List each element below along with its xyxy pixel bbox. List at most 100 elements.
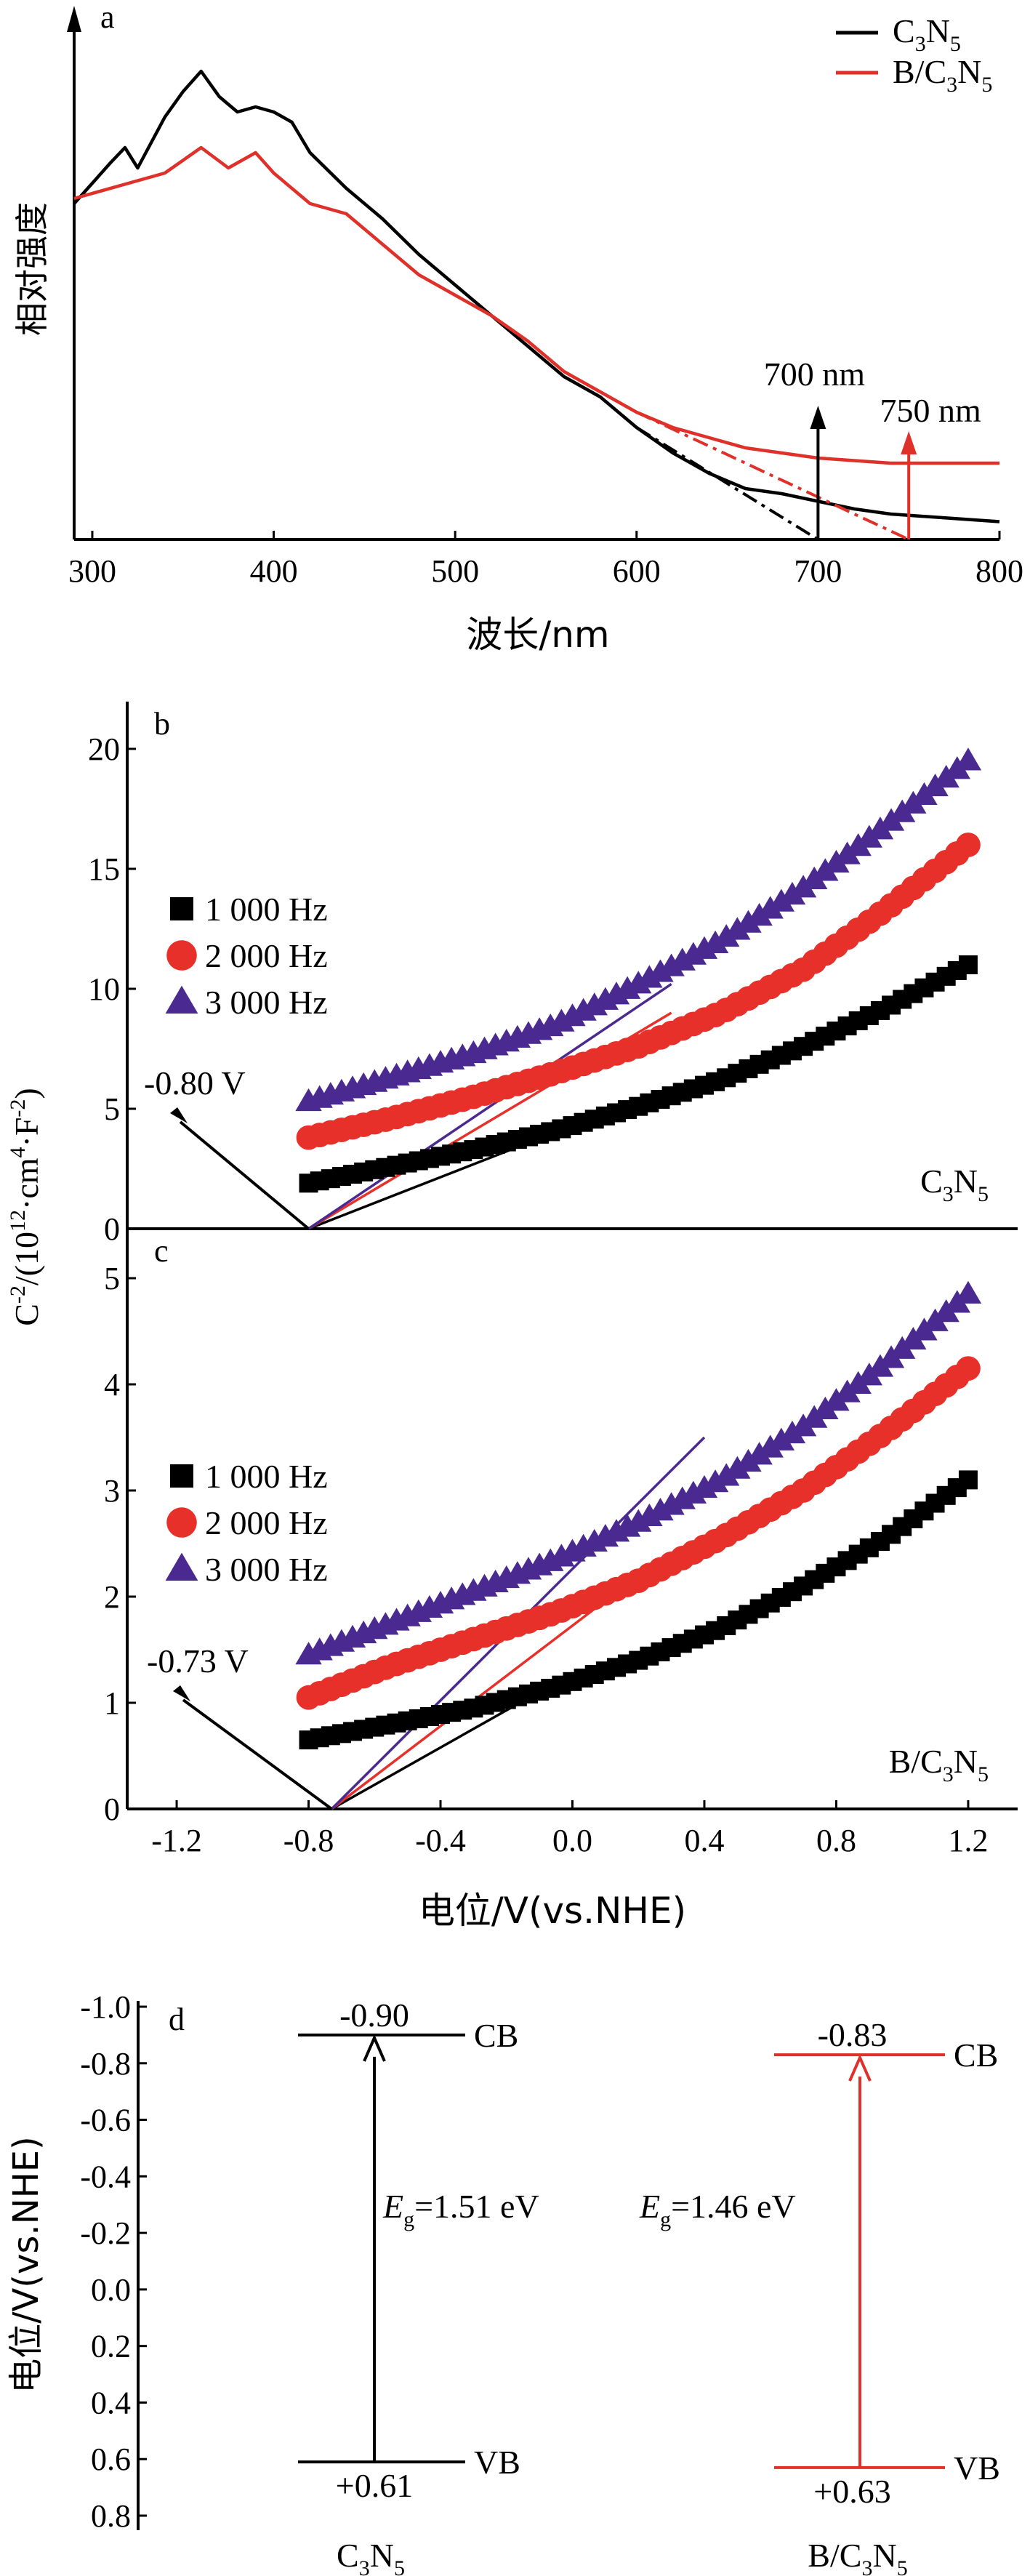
legend-label: 2 000 Hz bbox=[205, 937, 328, 974]
data-point bbox=[658, 953, 685, 976]
label-700nm: 700 nm bbox=[764, 356, 866, 393]
data-point bbox=[669, 947, 696, 971]
data-point bbox=[768, 1427, 795, 1450]
legend-label: 2 000 Hz bbox=[205, 1504, 328, 1541]
panel-c-y-ticks: 0 1 2 3 4 5 bbox=[104, 1261, 136, 1827]
panel-a-ylabel: 相对强度 bbox=[12, 202, 52, 336]
panel-c-mott-schottky: c 0 1 2 3 4 5 -1.2 -0.8 -0.4 0.0 0.4 0.8 1.2 1 000 … bbox=[104, 1229, 1018, 1932]
label-750nm: 750 nm bbox=[880, 392, 982, 429]
cb-value: -0.90 bbox=[339, 1997, 409, 2034]
series-line bbox=[73, 69, 1000, 523]
panel-b-y-ticks: 0 5 10 15 20 bbox=[88, 731, 136, 1247]
y-tick-label: 0.8 bbox=[91, 2498, 131, 2534]
y-tick-label: 10 bbox=[88, 971, 120, 1007]
panel-c-letter: c bbox=[154, 1233, 169, 1269]
legend-label: 3 000 Hz bbox=[205, 984, 328, 1021]
y-tick-label: 0.6 bbox=[91, 2441, 131, 2477]
cb-label: CB bbox=[474, 2017, 518, 2054]
panel-a-spectrum: a 相对强度 波长/nm 300 400 500 600 700 800 700 nm 75… bbox=[12, 0, 1023, 656]
tangent-line-c3n5 bbox=[635, 426, 819, 541]
annotation-arrow-head-icon bbox=[173, 1685, 190, 1701]
panel-a-legend: C3N5 B/C3N5 bbox=[836, 12, 992, 97]
data-point bbox=[724, 1456, 751, 1479]
data-point bbox=[956, 832, 981, 857]
data-point bbox=[735, 1448, 762, 1472]
y-tick-label: 0 bbox=[104, 1211, 120, 1247]
panel-c-series bbox=[295, 1280, 982, 1750]
y-tick-label: -1.0 bbox=[80, 1989, 131, 2025]
x-tick-label: 500 bbox=[431, 553, 479, 589]
data-point bbox=[958, 1470, 978, 1490]
x-tick-label: -1.2 bbox=[151, 1823, 202, 1858]
panel-a-series bbox=[73, 69, 1000, 541]
panel-b-legend: 1 000 Hz 2 000 Hz 3 000 Hz bbox=[165, 891, 328, 1021]
data-point bbox=[701, 930, 729, 953]
panel-a-xlabel: 波长/nm bbox=[466, 614, 609, 656]
panel-c-legend: 1 000 Hz 2 000 Hz 3 000 Hz bbox=[165, 1458, 328, 1588]
data-point bbox=[625, 971, 652, 994]
eg-label: Eg=1.46 eV bbox=[639, 2188, 796, 2231]
legend-marker bbox=[166, 940, 197, 971]
arrow-700nm-head-icon bbox=[810, 406, 826, 429]
panel-bc-ylabel: C-2/(1012·cm4·F-2) bbox=[6, 1088, 45, 1326]
panel-d-y-ticks: -1.0 -0.8 -0.6 -0.4 -0.2 0.0 0.2 0.4 0.6 0.8 bbox=[80, 1989, 147, 2534]
fit-line bbox=[307, 982, 672, 1230]
panel-d-ylabel: 电位/V(vs.NHE) bbox=[6, 2136, 47, 2393]
x-tick-label: -0.8 bbox=[283, 1823, 334, 1858]
x-tick-label: 0.4 bbox=[684, 1823, 724, 1858]
panel-c-sample-label: B/C3N5 bbox=[889, 1743, 989, 1786]
panel-c-intercept-annotation: -0.73 V bbox=[147, 1642, 333, 1810]
data-point bbox=[647, 959, 674, 982]
annotation-label: -0.80 V bbox=[144, 1064, 246, 1102]
annotation-arrow bbox=[179, 1120, 310, 1230]
data-point bbox=[778, 881, 806, 905]
legend-label: 1 000 Hz bbox=[205, 1458, 328, 1495]
panel-d-letter: d bbox=[169, 2002, 185, 2037]
data-point bbox=[757, 1435, 784, 1458]
data-point bbox=[958, 955, 978, 974]
data-point bbox=[954, 1280, 982, 1304]
data-point bbox=[724, 917, 751, 940]
data-point bbox=[701, 1469, 729, 1493]
panel-a-edge-annotations: 700 nm 750 nm bbox=[764, 356, 981, 539]
y-tick-label: -0.6 bbox=[80, 2103, 131, 2138]
legend-label-c3n5: C3N5 bbox=[893, 12, 961, 56]
data-point bbox=[746, 902, 773, 926]
y-tick-label: 3 bbox=[104, 1473, 120, 1509]
tangent-line-bc3n5 bbox=[635, 411, 910, 541]
series-line bbox=[73, 145, 999, 465]
data-point bbox=[746, 1442, 773, 1465]
panel-b-mott-schottky: b 0 5 10 15 20 1 000 Hz 2 000 Hz 3 000 Hz -0.8… bbox=[88, 702, 1018, 1247]
legend-marker bbox=[165, 1552, 198, 1581]
cb-label: CB bbox=[954, 2037, 998, 2074]
y-tick-label: 15 bbox=[88, 851, 120, 887]
band-gap-arrow-head-icon bbox=[363, 2034, 386, 2062]
x-tick-label: 800 bbox=[975, 553, 1023, 589]
x-tick-label: 600 bbox=[613, 553, 661, 589]
data-point bbox=[735, 910, 762, 933]
legend-marker bbox=[165, 985, 198, 1014]
annotation-arrow bbox=[182, 1698, 333, 1810]
cb-value: -0.83 bbox=[818, 2016, 888, 2053]
panel-b-sample-label: C3N5 bbox=[920, 1163, 989, 1206]
x-tick-label: 0.0 bbox=[552, 1823, 592, 1858]
y-tick-label: 0 bbox=[104, 1791, 120, 1827]
panel-a-letter: a bbox=[100, 0, 115, 35]
eg-label: Eg=1.51 eV bbox=[382, 2188, 539, 2231]
data-point bbox=[691, 936, 718, 959]
data-point bbox=[956, 1356, 981, 1381]
y-tick-label: 1 bbox=[104, 1685, 120, 1721]
legend-marker bbox=[166, 1507, 197, 1538]
y-tick-label: 20 bbox=[88, 731, 120, 767]
band-gap-arrow-head-icon bbox=[848, 2054, 872, 2082]
panel-d-band-diagram: d 电位/V(vs.NHE) -1.0 -0.8 -0.6 -0.4 -0.2 0.0 0.… bbox=[6, 1989, 1000, 2576]
data-point bbox=[954, 747, 982, 771]
vb-label: VB bbox=[954, 2449, 1000, 2487]
panel-b-intercept-annotation: -0.80 V bbox=[144, 1064, 310, 1230]
data-point bbox=[636, 965, 663, 988]
y-tick-label: 2 bbox=[104, 1579, 120, 1615]
y-tick-label: -0.2 bbox=[80, 2215, 131, 2251]
y-tick-label: 0.4 bbox=[91, 2385, 131, 2420]
legend-label-bc3n5: B/C3N5 bbox=[893, 53, 992, 97]
